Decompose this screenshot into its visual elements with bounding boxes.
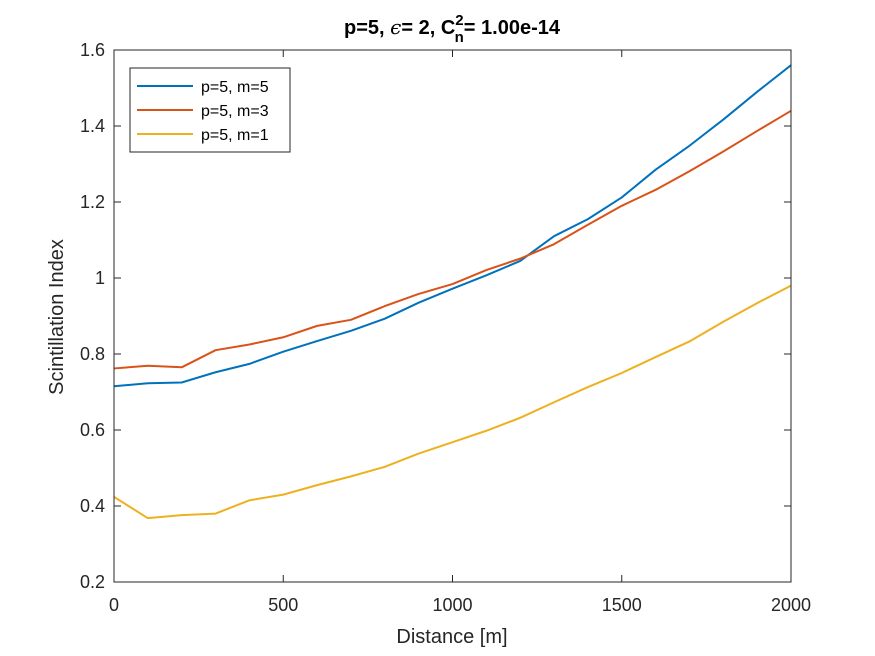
legend: p=5, m=5 p=5, m=3 p=5, m=1 [129, 67, 291, 153]
x-tick-label: 1500 [602, 595, 642, 615]
y-tick-label: 0.8 [80, 344, 105, 364]
chart-title: p=5, ϵ= 2, C2 n= 1.00e-14 [344, 12, 561, 46]
series-line-3 [113, 284, 792, 520]
y-tick-label: 1.2 [80, 192, 105, 212]
title-suffix: = 1.00e-14 [464, 17, 561, 39]
legend-label-2: p=5, m=3 [201, 103, 269, 120]
y-tick-label: 0.2 [80, 572, 105, 592]
title-main: p=5, [344, 17, 390, 39]
y-tick-label: 0.6 [80, 420, 105, 440]
y-tick-label: 0.4 [80, 496, 105, 516]
tick-layer: 0 500 1000 1500 2000 0.2 0.4 0.6 0.8 1 1.2 1.4 1.6 [80, 40, 811, 615]
series-line-1 [113, 64, 792, 388]
x-axis-label: Distance [m] [396, 626, 507, 648]
series-layer [113, 64, 792, 520]
y-axis-label: Scintillation Index [46, 239, 68, 395]
legend-label-3: p=5, m=1 [201, 127, 269, 144]
title-epsilon: ϵ [390, 15, 401, 39]
x-tick-label: 1000 [432, 595, 472, 615]
title-epsilon-text: = 2, C [401, 17, 455, 39]
x-tick-label: 2000 [771, 595, 811, 615]
y-tick-label: 1.6 [80, 40, 105, 60]
title-subscript: n [455, 29, 464, 46]
legend-label-1: p=5, m=5 [201, 79, 269, 96]
series-line-2 [113, 109, 792, 370]
x-tick-label: 500 [268, 595, 298, 615]
x-tick-label: 0 [109, 595, 119, 615]
y-tick-label: 1.4 [80, 116, 105, 136]
title-superscript: 2 [455, 12, 463, 29]
y-tick-label: 1 [95, 268, 105, 288]
